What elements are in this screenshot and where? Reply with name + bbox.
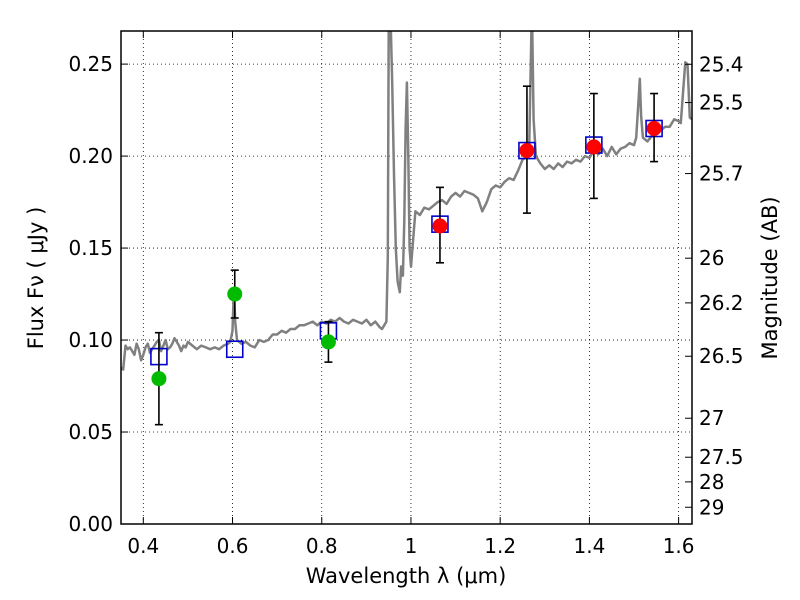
red-circle-marker <box>646 120 662 136</box>
y2-tick-label: 27 <box>699 406 724 430</box>
y2-tick-label: 28 <box>699 470 724 494</box>
y-tick-label: 0.25 <box>68 52 113 76</box>
y2-tick-label: 26 <box>699 246 724 270</box>
green-circle-marker <box>227 286 243 302</box>
red-circle-marker <box>519 143 535 159</box>
y2-tick-label: 29 <box>699 495 724 519</box>
y-tick-label: 0.15 <box>68 236 113 260</box>
y2-tick-label: 25.7 <box>699 162 744 186</box>
x-tick-label: 1.2 <box>484 534 516 558</box>
y2-tick-label: 25.5 <box>699 91 744 115</box>
red-circle-marker <box>432 218 448 234</box>
x-tick-label: 0.8 <box>306 534 338 558</box>
x-tick-label: 1.6 <box>663 534 695 558</box>
model-square-marker <box>225 340 244 359</box>
data-layer <box>121 31 692 371</box>
y2-tick-label: 25.4 <box>699 52 744 76</box>
green-circle-marker <box>151 371 167 387</box>
y-tick-label: 0.20 <box>68 144 113 168</box>
x-axis-label: Wavelength λ (μm) <box>306 564 507 588</box>
y2-axis-label: Magnitude (AB) <box>758 196 782 359</box>
x-tick-label: 0.6 <box>217 534 249 558</box>
green-circle-marker <box>320 334 336 350</box>
y-tick-label: 0.00 <box>68 512 113 536</box>
errorbar-layer <box>151 85 662 426</box>
spectrum-line <box>121 31 692 371</box>
x-tick-label: 1.4 <box>573 534 605 558</box>
y-axis-label: Flux Fν ( μJy ) <box>24 207 48 350</box>
y-tick-label: 0.10 <box>68 328 113 352</box>
y2-tick-label: 26.5 <box>699 344 744 368</box>
x-tick-label: 0.4 <box>127 534 159 558</box>
red-circle-marker <box>586 139 602 155</box>
x-tick-label: 1 <box>405 534 418 558</box>
plot-frame <box>120 30 693 525</box>
y2-tick-label: 27.5 <box>699 445 744 469</box>
y2-tick-label: 26.2 <box>699 291 744 315</box>
axis-ticks: 0.4 0.6 0.8 1 1.2 1.4 1.6 0.00 0.05 0.10 0.15 0.20 0… <box>68 31 744 558</box>
y-tick-label: 0.05 <box>68 420 113 444</box>
